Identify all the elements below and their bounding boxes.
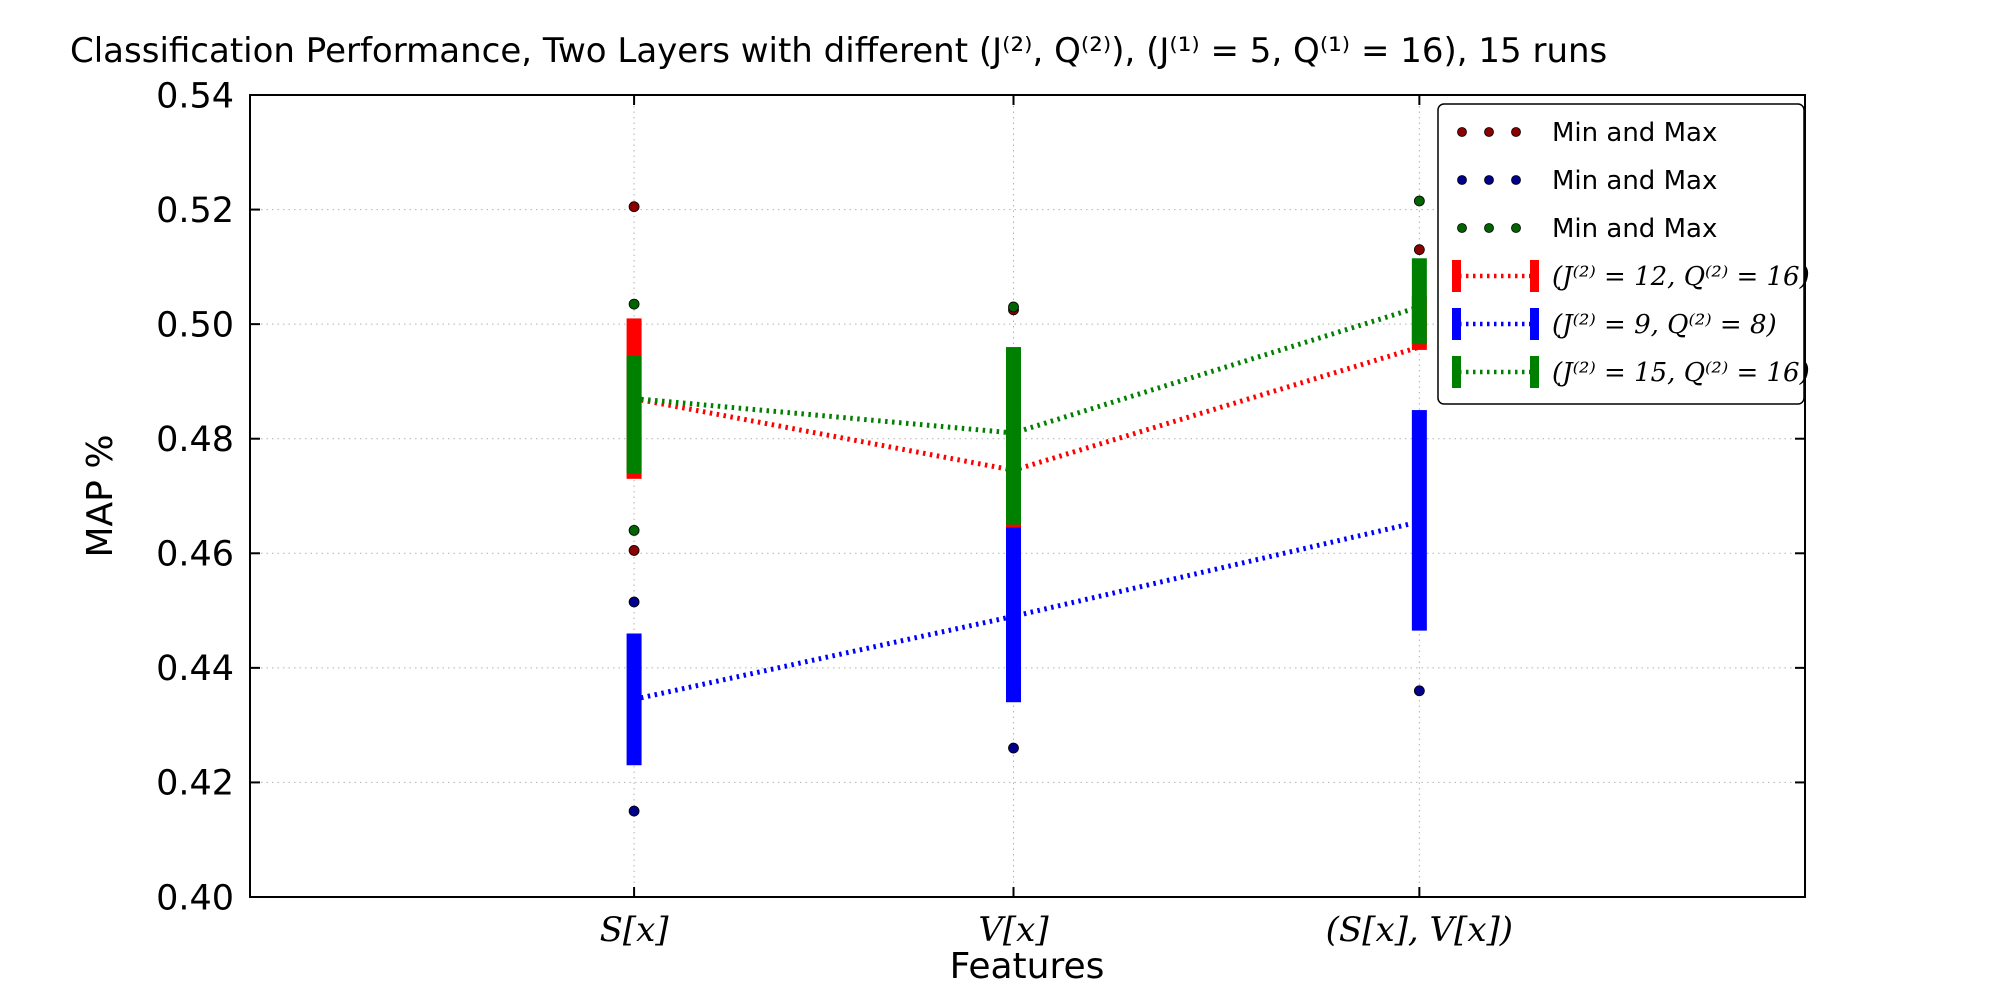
legend-label: (J⁽²⁾ = 12, Q⁽²⁾ = 16) [1552, 262, 1810, 292]
legend-dot [1457, 127, 1467, 137]
minmax-dot [628, 805, 640, 817]
legend-dot [1511, 223, 1521, 233]
legend-label: Min and Max [1552, 166, 1717, 196]
legend-dot [1457, 223, 1467, 233]
y-tick-label: 0.40 [156, 878, 234, 918]
legend-dot [1484, 127, 1494, 137]
errorbar [1006, 527, 1022, 703]
minmax-dot [628, 596, 640, 608]
chart-title: Classification Performance, Two Layers w… [70, 31, 1607, 71]
minmax-dot [628, 298, 640, 310]
legend-box [1437, 103, 1805, 405]
legend-dot [1511, 127, 1521, 137]
series-line [633, 344, 1421, 473]
legend-errorbar-cap [1452, 308, 1461, 340]
legend-label: (J⁽²⁾ = 9, Q⁽²⁾ = 8) [1552, 310, 1777, 340]
errorbar [1006, 347, 1022, 525]
minmax-dot [1008, 742, 1019, 754]
minmax-dot [628, 524, 640, 536]
axes-frame [249, 94, 1806, 898]
series-line [633, 304, 1421, 436]
y-tick-label: 0.42 [156, 764, 234, 804]
minmax-dot [1008, 301, 1019, 313]
legend-dot [1484, 223, 1494, 233]
legend-dot [1484, 175, 1494, 185]
minmax-dot [1413, 244, 1425, 256]
legend-errorbar-cap [1452, 260, 1461, 292]
plot-area: 0.40 0.42 0.44 0.46 0.48 0.50 0.52 0.54 S[x] V[x]… [156, 76, 1810, 950]
y-tick-label: 0.44 [156, 649, 234, 689]
legend-label: (J⁽²⁾ = 15, Q⁽²⁾ = 16) [1552, 358, 1810, 388]
y-tick-label: 0.52 [156, 191, 234, 231]
legend-dot [1511, 175, 1521, 185]
errorbar [1411, 410, 1427, 631]
legend-dot [1457, 175, 1467, 185]
legend-label: Min and Max [1552, 214, 1717, 244]
minmax-dot [1413, 685, 1425, 697]
errorbar [1411, 258, 1427, 345]
y-tick-label: 0.48 [156, 420, 234, 460]
legend: Min and Max Min and Max Min and Max (J⁽²⁾ =… [1437, 103, 1810, 405]
series-line [633, 519, 1420, 702]
minmax-dot [1413, 195, 1425, 207]
errorbar [626, 633, 642, 766]
x-tick-label: S[x] [600, 910, 670, 950]
legend-errorbar-cap [1530, 356, 1539, 388]
x-tick-label: V[x] [978, 910, 1049, 950]
y-tick-label: 0.54 [156, 76, 234, 116]
minmax-dot [628, 201, 640, 213]
legend-errorbar-cap [1530, 260, 1539, 292]
errorbar [626, 355, 642, 474]
y-tick-label: 0.50 [156, 305, 234, 345]
legend-label: Min and Max [1552, 118, 1717, 148]
legend-errorbar-cap [1530, 308, 1539, 340]
minmax-dot [628, 545, 640, 556]
x-tick-label: (S[x], V[x]) [1326, 910, 1513, 950]
x-axis-label: Features [950, 946, 1105, 987]
y-tick-label: 0.46 [156, 535, 234, 575]
legend-errorbar-cap [1452, 356, 1461, 388]
y-axis-label: MAP % [80, 434, 121, 557]
